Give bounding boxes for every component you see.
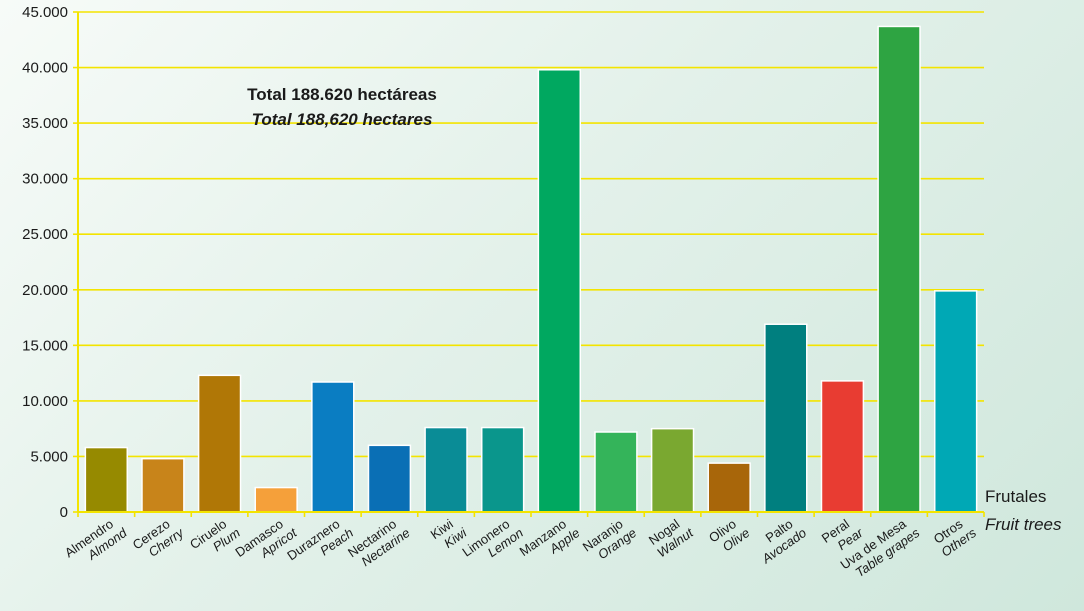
y-tick-label: 15.000 bbox=[22, 337, 68, 354]
bar bbox=[84, 446, 129, 513]
bar bbox=[254, 486, 298, 513]
y-tick-label: 40.000 bbox=[22, 60, 68, 77]
bar bbox=[311, 381, 355, 513]
y-tick-label: 45.000 bbox=[22, 4, 68, 21]
y-tick-label: 35.000 bbox=[22, 115, 68, 132]
bar bbox=[480, 426, 525, 513]
bar bbox=[594, 431, 638, 513]
bar bbox=[820, 380, 865, 513]
bar bbox=[764, 323, 808, 513]
bar bbox=[537, 69, 582, 513]
bar bbox=[650, 427, 695, 513]
x-axis-title-es: Frutales bbox=[985, 487, 1046, 506]
bars bbox=[84, 25, 978, 513]
bar bbox=[877, 25, 921, 513]
y-tick-label: 5.000 bbox=[30, 448, 68, 465]
bar bbox=[197, 374, 242, 513]
y-tick-label: 0 bbox=[60, 504, 68, 521]
bar bbox=[707, 462, 751, 513]
total-annotation-es: Total 188.620 hectáreas bbox=[247, 85, 437, 104]
y-tick-label: 10.000 bbox=[22, 393, 68, 410]
y-tick-label: 30.000 bbox=[22, 171, 68, 188]
bar bbox=[933, 290, 978, 513]
x-axis-title-en: Fruit trees bbox=[985, 515, 1062, 534]
y-tick-label: 25.000 bbox=[22, 226, 68, 243]
bar bbox=[141, 457, 185, 513]
y-tick-labels: 0 5.000 10.000 15.000 20.000 25.000 30.000 35.0… bbox=[22, 4, 78, 521]
bar bbox=[367, 444, 412, 513]
bar bbox=[424, 426, 468, 513]
y-tick-label: 20.000 bbox=[22, 282, 68, 299]
total-annotation-en: Total 188,620 hectares bbox=[252, 110, 433, 129]
